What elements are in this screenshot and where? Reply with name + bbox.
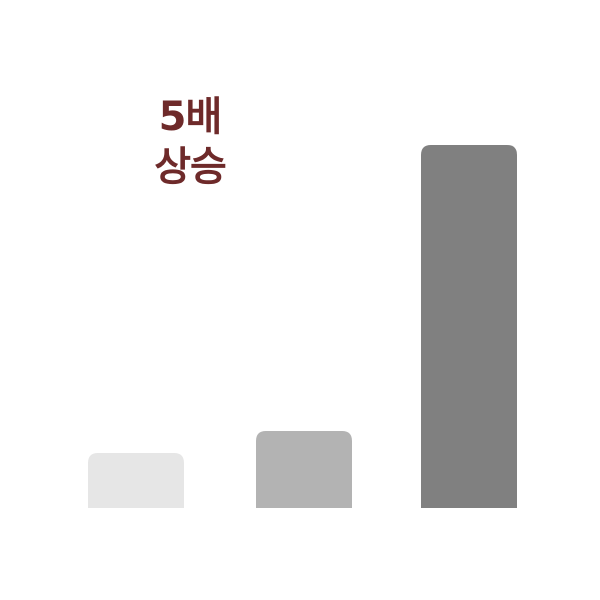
annotation-line-2: 상승 bbox=[154, 144, 227, 190]
bar-3 bbox=[421, 145, 517, 508]
annotation-line-1: 5배 bbox=[158, 94, 223, 140]
growth-annotation: 5배 상승 bbox=[120, 92, 260, 192]
bar-1 bbox=[88, 453, 184, 508]
bar-2 bbox=[256, 431, 352, 508]
